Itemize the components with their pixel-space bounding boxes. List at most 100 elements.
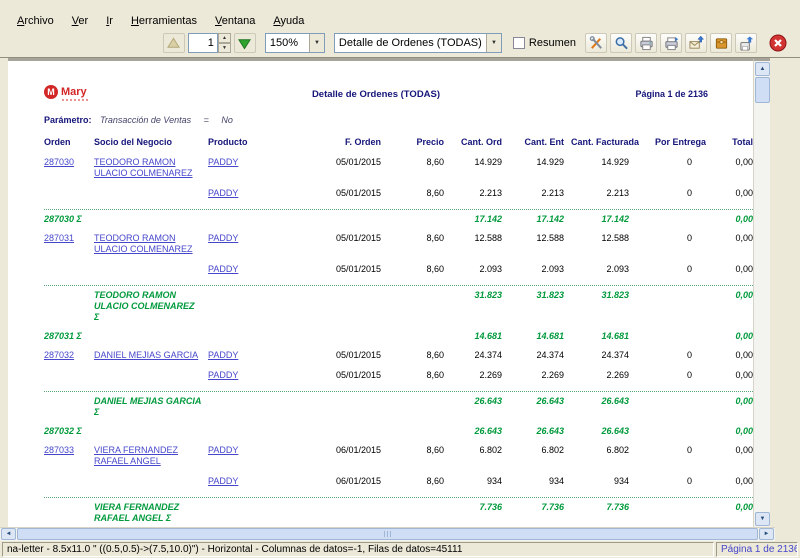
customize-report-button[interactable] [585,33,607,53]
cell-orden: 287033 [44,445,94,467]
product-link[interactable]: PADDY [208,157,239,167]
report-title: Detalle de Ordenes (TODAS) [311,89,441,100]
cell-orden: 287030 Σ [44,214,82,224]
cell-producto: PADDY [208,445,296,467]
cell-total: 0,00 [735,502,753,512]
column-header-cant-ent: Cant. Ent [524,137,565,147]
menu-item-ir[interactable]: Ir [106,15,113,27]
cell-cant-ord: 2.093 [479,264,502,274]
cell-socio: TEODORO RAMON ULACIO COLMENAREZ Σ [94,290,195,322]
vertical-scrollbar[interactable]: ▲ ▼ [753,58,770,527]
page-spin-up-button[interactable]: ▲ [217,33,231,43]
print-dialog-button[interactable] [660,33,682,53]
horizontal-scrollbar[interactable]: ◄ ► [0,527,775,541]
send-mail-button[interactable] [685,33,707,53]
cell-precio [381,214,444,225]
cell-total: 0,00 [735,188,753,198]
close-icon [769,34,787,52]
cell-por-entrega: 0 [686,157,692,167]
cell-cant-ord: 2.213 [479,188,502,198]
cell-cant-facturada: 7.736 [606,502,629,512]
cell-socio: TEODORO RAMON ULACIO COLMENAREZ [94,233,208,255]
cell-cant-ord: 31.823 [474,290,502,300]
page-spin-down-button[interactable]: ▼ [217,43,231,53]
cell-cant-facturada: 14.929 [601,157,629,167]
cell-f-orden: 06/01/2015 [335,476,381,486]
cell-orden [44,476,94,487]
zoom-select[interactable]: 150% ▼ [264,33,325,53]
menu-item-ayuda[interactable]: Ayuda [273,15,305,27]
cell-f-orden: 05/01/2015 [335,264,381,274]
product-link[interactable]: PADDY [208,350,239,360]
scroll-right-button[interactable]: ► [759,528,774,540]
cell-socio [94,331,208,342]
cell-cant-facturada: 12.588 [601,233,629,243]
horizontal-scrollbar-thumb[interactable] [17,528,758,540]
chevron-down-icon[interactable]: ▼ [308,34,324,52]
cell-cant-facturada: 26.643 [601,426,629,436]
cell-cant-ent: 14.929 [536,157,564,167]
export-button[interactable] [735,33,757,53]
page-number-input[interactable] [187,33,218,53]
order-link[interactable]: 287033 [44,445,75,455]
cell-cant-facturada: 2.093 [606,264,629,274]
toolbar-icon-buttons [585,33,790,53]
order-link[interactable]: 287031 [44,233,75,243]
product-link[interactable]: PADDY [208,233,239,243]
cell-por-entrega [639,396,706,418]
business-partner-link[interactable]: DANIEL MEJIAS GARCIA [94,350,199,360]
report-view-select[interactable]: Detalle de Ordenes (TODAS) ▼ [333,33,502,53]
scroll-down-button[interactable]: ▼ [755,512,770,526]
summary-row: TEODORO RAMON ULACIO COLMENAREZ Σ 31.823 3… [44,285,753,330]
product-link[interactable]: PADDY [208,264,239,274]
product-link[interactable]: PADDY [208,370,239,380]
business-partner-link[interactable]: VIERA FERNANDEZ RAFAEL ANGEL [94,445,179,466]
find-button[interactable] [610,33,632,53]
report-table-body: 287030 TEODORO RAMON ULACIO COLMENAREZ PAD… [44,156,753,527]
cell-cant-ent: 17.142 [536,214,564,224]
product-link[interactable]: PADDY [208,476,239,486]
archive-button[interactable] [710,33,732,53]
product-link[interactable]: PADDY [208,445,239,455]
cell-cant-ent: 2.269 [541,370,564,380]
vertical-scrollbar-thumb[interactable] [755,77,770,103]
mail-icon [688,35,704,51]
cell-producto [208,396,296,418]
order-link[interactable]: 287030 [44,157,75,167]
business-partner-link[interactable]: TEODORO RAMON ULACIO COLMENAREZ [94,157,193,178]
next-page-button[interactable] [233,33,256,53]
cell-total: 0,00 [735,233,753,243]
menu-item-herramientas[interactable]: Herramientas [130,15,197,27]
chevron-down-icon[interactable]: ▼ [485,34,501,52]
order-link[interactable]: 287032 [44,350,75,360]
previous-page-button[interactable] [162,33,185,53]
cell-socio: VIERA FERNANDEZ RAFAEL ANGEL Σ [94,502,180,523]
print-button[interactable] [635,33,657,53]
report-page-info: Página 1 de 2136 [635,89,708,99]
cell-socio [94,214,208,225]
summary-checkbox[interactable] [512,37,525,49]
menu-item-ventana[interactable]: Ventana [214,15,256,27]
parameter-name: Transacción de Ventas [100,115,192,125]
table-row: PADDY 06/01/2015 8,60 934 934 934 0 0,00 [44,475,753,495]
cell-por-entrega: 0 [686,445,692,455]
menu-item-archivo[interactable]: Archivo [17,15,54,27]
end-button[interactable] [766,33,790,53]
tools-icon [589,35,604,51]
cell-cant-ent: 24.374 [536,350,564,360]
cell-por-entrega: 0 [686,188,692,198]
business-partner-link[interactable]: TEODORO RAMON ULACIO COLMENAREZ [94,233,193,254]
cell-f-orden: 05/01/2015 [335,157,381,167]
cell-f-orden [296,331,381,342]
cell-por-entrega [639,290,706,323]
scroll-up-button[interactable]: ▲ [755,62,770,76]
cell-total: 0,00 [735,445,753,455]
cell-f-orden [296,214,381,225]
cell-cant-ord: 934 [486,476,502,486]
cell-total: 0,00 [735,370,753,380]
product-link[interactable]: PADDY [208,188,239,198]
scroll-left-button[interactable]: ◄ [1,528,16,540]
menu-item-ver[interactable]: Ver [71,15,89,27]
cell-por-entrega [639,214,706,225]
cell-precio [381,290,444,323]
